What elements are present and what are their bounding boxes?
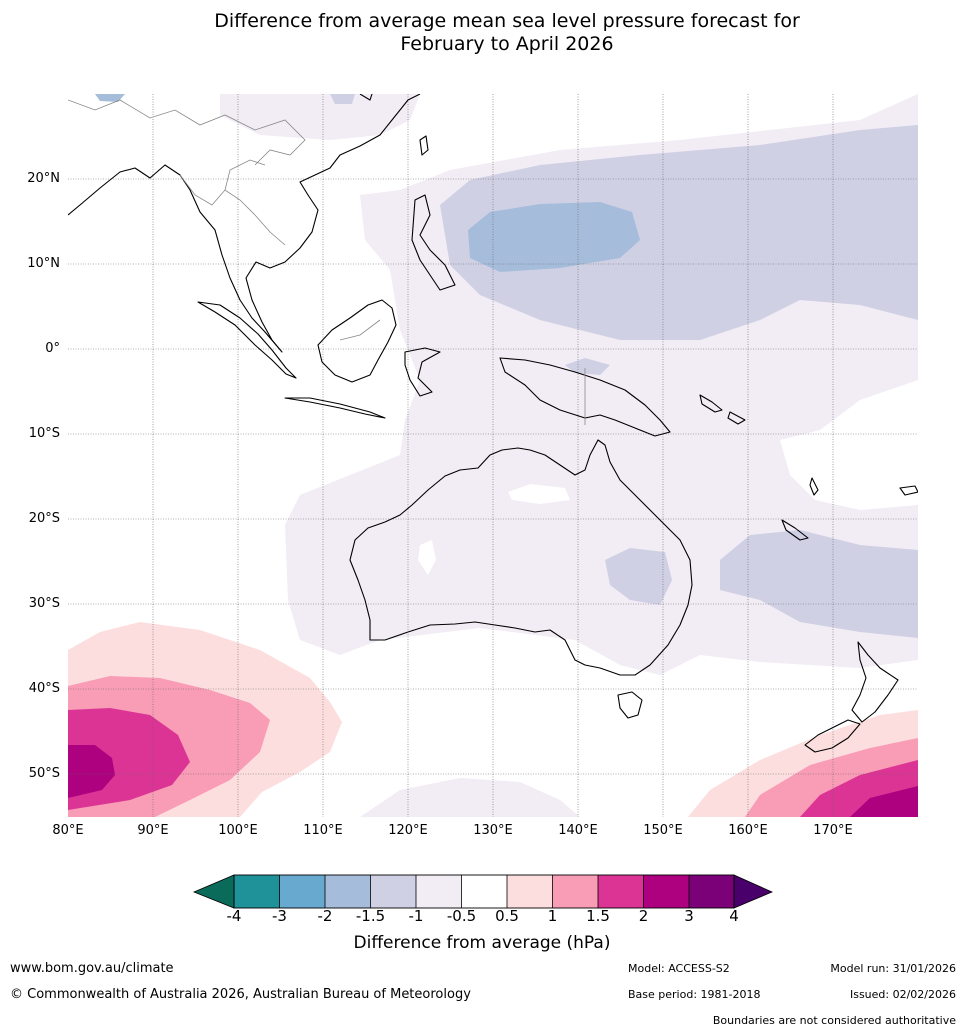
lat-label-10n: 10°N <box>27 256 60 271</box>
chart-title: Difference from average mean sea level p… <box>0 10 965 56</box>
coastline-java <box>284 397 386 419</box>
anomaly-region-pos-xlarge-southern <box>850 786 918 817</box>
colorbar-arrow-low <box>192 874 235 909</box>
model-name: Model: ACCESS-S2 <box>628 962 730 975</box>
coastline-borneo <box>317 299 397 383</box>
colorbar-tick: 3 <box>684 907 694 925</box>
coastline-sulawesi <box>404 347 441 397</box>
title-line-1: Difference from average mean sea level p… <box>214 10 800 32</box>
anomaly-region-neg-large-nw <box>95 94 125 102</box>
coastline-new-zealand-south <box>804 719 861 753</box>
gridlines <box>68 94 918 817</box>
lon-label-100e: 100°E <box>218 823 258 838</box>
colorbar-tick: 1 <box>547 907 558 925</box>
anomaly-region-neg-medium-png <box>565 358 610 375</box>
lat-label-10s: 10°S <box>28 426 60 441</box>
coastline-vanuatu-fiji <box>809 477 918 496</box>
website-link[interactable]: www.bom.gov.au/climate <box>10 961 174 976</box>
lat-label-40s: 40°S <box>28 681 60 696</box>
coastline-new-guinea <box>499 357 671 437</box>
colorbar-bin-m05-05 <box>461 875 507 908</box>
anomaly-region-neg-medium-qld <box>605 548 672 605</box>
colorbar-arrow-high <box>733 874 774 909</box>
boundaries-disclaimer: Boundaries are not considered authoritat… <box>712 1014 956 1027</box>
colorbar-tick: -1.5 <box>355 907 386 925</box>
lon-label-130e: 130°E <box>473 823 513 838</box>
pressure-anomaly-map <box>68 94 918 817</box>
anomaly-region-neg-medium-tasman <box>720 530 918 638</box>
base-period: Base period: 1981-2018 <box>628 988 761 1001</box>
lon-label-160e: 160°E <box>728 823 768 838</box>
colorbar-bin-m1-m05 <box>416 875 462 908</box>
anomaly-region-neg-small-north <box>220 94 420 140</box>
coastline-sumatra <box>197 301 297 379</box>
title-line-2: February to April 2026 <box>400 33 614 55</box>
coastline-taiwan <box>419 135 429 156</box>
neutral-region-wa <box>418 540 436 575</box>
coastline-asia-mainland <box>68 94 421 353</box>
lon-label-170e: 170°E <box>813 823 853 838</box>
lat-label-0: 0° <box>45 341 60 356</box>
colorbar-bin-p3-4 <box>689 875 734 908</box>
colorbar-bin-p1-15 <box>552 875 598 908</box>
colorbar-tick: 0.5 <box>495 907 519 925</box>
coastline-australia <box>349 439 693 676</box>
colorbar-tick: 2 <box>638 907 649 925</box>
lon-label-140e: 140°E <box>558 823 598 838</box>
colorbar-dividers <box>233 875 735 908</box>
colorbar-bin-p2-3 <box>643 875 689 908</box>
colorbar-outline <box>233 874 735 909</box>
coastline-new-zealand-north <box>851 641 899 723</box>
colorbar-title: Difference from average (hPa) <box>353 933 611 953</box>
lat-label-30s: 30°S <box>28 596 60 611</box>
colorbar-tick: 4 <box>729 907 739 925</box>
colorbar-tick: 1.5 <box>586 907 610 925</box>
colorbar-tick: -2 <box>317 907 333 925</box>
coastline-philippines <box>411 194 456 291</box>
copyright-notice: © Commonwealth of Australia 2026, Austra… <box>10 987 471 1002</box>
colorbar-tick: -0.5 <box>446 907 477 925</box>
anomaly-region-pos-xlarge-indian <box>68 745 115 798</box>
lon-label-90e: 90°E <box>137 823 169 838</box>
lat-label-50s: 50°S <box>28 766 60 781</box>
colorbar-bin-p15-2 <box>598 875 644 908</box>
colorbar-bin-m3-m2 <box>279 875 325 908</box>
coastline-new-caledonia <box>781 519 809 541</box>
neutral-region-gulf <box>508 484 570 504</box>
lat-label-20s: 20°S <box>28 511 60 526</box>
anomaly-region-neg-small-south <box>360 778 580 817</box>
colorbar-tick: -3 <box>272 907 287 925</box>
country-boundaries <box>68 99 586 425</box>
colorbar-tick: -4 <box>226 907 242 925</box>
coastline-solomon-islands <box>699 394 746 425</box>
colorbar-tick: -1 <box>408 907 424 925</box>
lon-label-150e: 150°E <box>643 823 683 838</box>
coastline-tasmania <box>617 691 643 719</box>
coastlines <box>68 94 918 753</box>
colorbar-bin-p05-1 <box>507 875 553 908</box>
colorbar-bin-m4-m3 <box>234 875 280 908</box>
anomaly-region-neg-medium-nw <box>330 94 355 104</box>
lat-label-20n: 20°N <box>27 171 60 186</box>
coastline-japan <box>359 94 373 101</box>
model-run-date: Model run: 31/01/2026 <box>830 962 956 975</box>
issued-date: Issued: 02/02/2026 <box>849 988 956 1001</box>
colorbar-bin-m2-m15 <box>325 875 371 908</box>
neutral-region-coral-sea <box>780 380 918 510</box>
lon-label-80e: 80°E <box>52 823 84 838</box>
anomaly-region-neg-large-philippine-sea <box>468 202 640 272</box>
colorbar-bin-m15-m1 <box>370 875 416 908</box>
lon-label-110e: 110°E <box>303 823 343 838</box>
lon-label-120e: 120°E <box>388 823 428 838</box>
